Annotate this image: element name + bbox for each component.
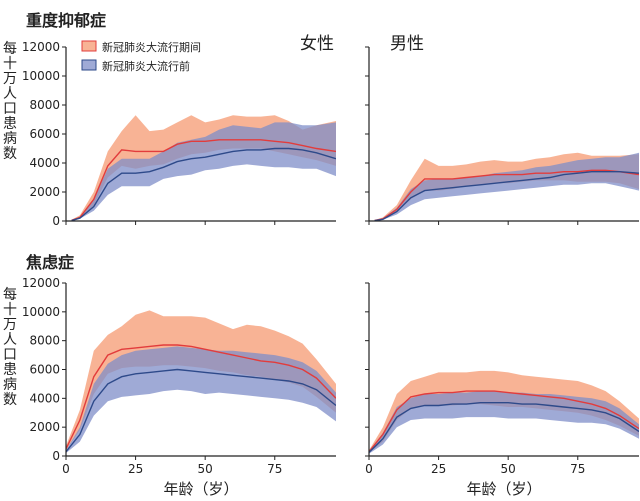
y-tick-label: 12000 [22, 276, 60, 290]
y-tick-label: 6000 [29, 127, 60, 141]
band-during [369, 370, 639, 454]
y-tick-label: 0 [52, 214, 60, 228]
band-before [374, 152, 639, 221]
x-tick-label: 0 [62, 462, 70, 476]
col-title-male: 男性 [390, 34, 424, 54]
xlabel-left: 年龄（岁） [163, 480, 238, 498]
legend-label-during: 新冠肺炎大流行期间 [102, 40, 201, 54]
panel-4: 0 25 50 75 [365, 282, 639, 476]
line-during [374, 169, 639, 221]
line-before [369, 402, 639, 453]
y-tick-label: 8000 [29, 334, 60, 348]
legend-label-before: 新冠肺炎大流行前 [102, 59, 190, 73]
line-before [374, 170, 639, 221]
panel-1: 0 2000 4000 6000 8000 10000 12000 新冠肺炎大流行期间新冠肺炎… [22, 40, 336, 228]
y-tick-label: 2000 [29, 420, 60, 434]
ylabel-anxiety: 每十万人口患病数 [3, 287, 17, 408]
row-title-depression: 重度抑郁症 [26, 11, 106, 30]
band-before [66, 346, 336, 454]
xlabel-right: 年龄（岁） [466, 480, 541, 498]
y-tick-label: 4000 [29, 391, 60, 405]
y-tick-label: 2000 [29, 185, 60, 199]
x-tick-label: 75 [570, 462, 585, 476]
y-tick-label: 4000 [29, 156, 60, 170]
line-before [71, 147, 336, 221]
band-before [369, 391, 639, 454]
x-tick-label: 75 [267, 462, 282, 476]
legend-swatch-during [81, 40, 97, 52]
x-tick-label: 25 [431, 462, 446, 476]
row-title-anxiety: 焦虑症 [25, 253, 74, 272]
line-during [369, 390, 639, 453]
panel-2 [365, 46, 639, 225]
legend-swatch-before [81, 59, 97, 71]
y-tick-label: 10000 [22, 305, 60, 319]
y-tick-label: 8000 [29, 98, 60, 112]
x-tick-label: 25 [128, 462, 143, 476]
line-during [66, 344, 336, 450]
line-before [66, 368, 336, 453]
y-tick-label: 12000 [22, 40, 60, 54]
band-during [66, 310, 336, 451]
x-tick-label: 50 [501, 462, 516, 476]
y-tick-label: 6000 [29, 363, 60, 377]
panels: 0 2000 4000 6000 8000 10000 12000 新冠肺炎大流行期间新冠肺炎… [22, 40, 639, 476]
col-title-female: 女性 [300, 34, 334, 54]
y-tick-label: 0 [52, 449, 60, 463]
ylabel-depression: 每十万人口患病数 [3, 41, 17, 162]
panel-3: 0 2000 4000 6000 8000 10000 12000 0 25 50 75 [22, 276, 336, 476]
band-before [71, 122, 336, 221]
line-during [71, 139, 336, 221]
x-tick-label: 0 [365, 462, 373, 476]
y-tick-label: 10000 [22, 69, 60, 83]
x-tick-label: 50 [198, 462, 213, 476]
